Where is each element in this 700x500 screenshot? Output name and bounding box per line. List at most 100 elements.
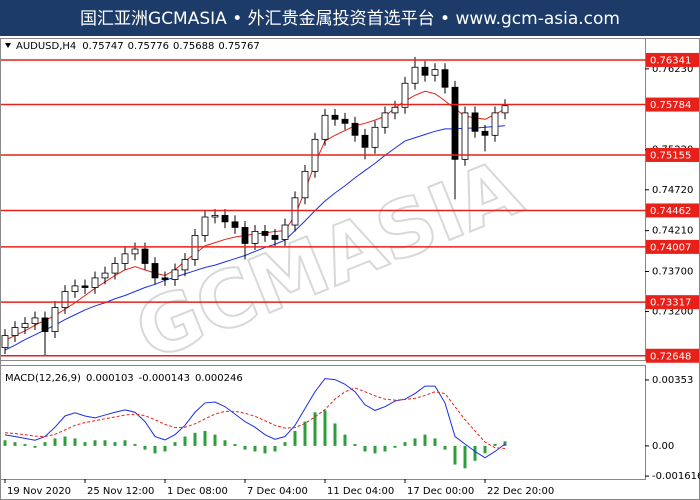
candle-body bbox=[91, 277, 99, 288]
macd-histogram-bar bbox=[343, 434, 347, 446]
candle-body bbox=[101, 272, 109, 279]
y-tick-label: 0.74210 bbox=[652, 226, 693, 237]
candle-body bbox=[51, 307, 59, 332]
candle-body bbox=[381, 112, 389, 128]
macd-histogram-bar bbox=[133, 444, 137, 446]
candle-body bbox=[151, 263, 159, 279]
macd-line bbox=[4, 378, 506, 459]
macd-histogram-bar bbox=[13, 442, 17, 446]
macd-histogram-bar bbox=[353, 444, 357, 446]
macd-histogram-bar bbox=[113, 442, 117, 446]
candle-body bbox=[211, 215, 219, 218]
candle-body bbox=[281, 224, 289, 240]
level-label: 0.74007 bbox=[650, 242, 691, 253]
x-tick-label: 22 Dec 20:00 bbox=[487, 486, 554, 497]
candle-body bbox=[231, 221, 239, 228]
candle-body bbox=[341, 118, 349, 124]
candle-body bbox=[141, 248, 149, 264]
candle-body bbox=[321, 114, 329, 140]
macd-histogram-bar bbox=[23, 444, 27, 446]
macd-histogram-bar bbox=[253, 445, 257, 452]
candle-body bbox=[31, 317, 39, 324]
macd-histogram-bar bbox=[493, 444, 497, 446]
level-label-box bbox=[646, 52, 699, 67]
candle-body bbox=[411, 66, 419, 84]
macd-histogram-bar bbox=[413, 438, 417, 446]
macd-histogram-bar bbox=[283, 442, 287, 446]
level-label-box bbox=[646, 203, 699, 218]
candle-body bbox=[401, 82, 409, 108]
candle-body bbox=[1, 335, 9, 348]
macd-histogram-bar bbox=[53, 438, 57, 446]
macd-histogram-bar bbox=[443, 445, 447, 450]
candle-body bbox=[221, 215, 229, 223]
macd-readout: 0.000246 bbox=[195, 373, 243, 384]
candle-body bbox=[421, 66, 429, 76]
banner-title: 国汇亚洲GCMASIA • 外汇贵金属投资首选平台 • www.gcm-asia… bbox=[80, 9, 620, 29]
macd-histogram-bar bbox=[173, 442, 177, 446]
candle-body bbox=[81, 285, 89, 288]
level-label-box bbox=[646, 348, 699, 363]
macd-histogram-bar bbox=[163, 445, 167, 452]
candle-body bbox=[181, 259, 189, 271]
level-label: 0.75155 bbox=[650, 150, 691, 161]
level-label-box bbox=[646, 97, 699, 112]
macd-histogram-bar bbox=[73, 438, 77, 446]
level-label: 0.75784 bbox=[650, 100, 691, 111]
macd-histogram-bar bbox=[393, 445, 397, 448]
y-tick-label: -0.001616 bbox=[652, 471, 700, 482]
y-tick-label: 0.74720 bbox=[652, 185, 693, 196]
level-label-box bbox=[646, 147, 699, 162]
macd-histogram-bar bbox=[423, 434, 427, 446]
macd-histogram-bar bbox=[63, 436, 67, 446]
candle-body bbox=[161, 277, 169, 280]
level-label: 0.74462 bbox=[650, 206, 691, 217]
candle-body bbox=[251, 231, 259, 244]
x-tick-label: 11 Dec 04:00 bbox=[327, 486, 394, 497]
candle-body bbox=[471, 112, 479, 132]
macd-line bbox=[4, 387, 506, 449]
candle-body bbox=[111, 263, 119, 274]
macd-histogram-bar bbox=[203, 430, 207, 446]
candle-body bbox=[501, 105, 509, 114]
macd-histogram-bar bbox=[323, 410, 327, 446]
macd-panel bbox=[0, 365, 646, 480]
macd-histogram-bar bbox=[103, 440, 107, 446]
y-tick-label: 0.00 bbox=[652, 441, 674, 452]
level-label: 0.73317 bbox=[650, 298, 691, 309]
candle-body bbox=[301, 170, 309, 199]
quote-value: 0.75767 bbox=[218, 41, 259, 52]
x-tick-label: 19 Nov 2020 bbox=[7, 486, 71, 497]
y-tick-label: 0.73700 bbox=[652, 266, 693, 277]
candle-body bbox=[21, 323, 29, 328]
candle-body bbox=[481, 130, 489, 136]
candle-body bbox=[351, 122, 359, 136]
macd-histogram-bar bbox=[313, 412, 317, 446]
macd-histogram-bar bbox=[243, 445, 247, 450]
y-tick-label: 0.00353 bbox=[652, 375, 693, 386]
banner bbox=[0, 0, 700, 36]
macd-histogram-bar bbox=[373, 445, 377, 454]
candle-body bbox=[491, 112, 499, 136]
chart-header: AUDUSD,H4 0.75747 0.75776 0.75688 0.75767 bbox=[16, 41, 260, 52]
macd-histogram-bar bbox=[333, 423, 337, 446]
macd-histogram-bar bbox=[503, 441, 507, 446]
macd-histogram-bar bbox=[193, 432, 197, 446]
macd-histogram-bar bbox=[453, 445, 457, 465]
macd-histogram-bar bbox=[473, 445, 477, 461]
candle-body bbox=[461, 112, 469, 160]
macd-histogram-bar bbox=[303, 421, 307, 446]
macd-histogram-bar bbox=[463, 445, 467, 469]
candle-body bbox=[201, 216, 209, 236]
main-panel bbox=[0, 38, 646, 361]
candle-body bbox=[241, 227, 249, 244]
candle-body bbox=[451, 86, 459, 160]
macd-histogram-bar bbox=[293, 430, 297, 446]
y-tick-label: 0.76230 bbox=[652, 64, 693, 75]
macd-header: MACD(12,26,9) 0.000103 -0.000143 0.000246 bbox=[5, 373, 243, 384]
macd-histogram-bar bbox=[273, 445, 277, 452]
macd-histogram-bar bbox=[483, 445, 487, 454]
candle-body bbox=[71, 285, 79, 292]
level-label: 0.72648 bbox=[650, 351, 691, 362]
